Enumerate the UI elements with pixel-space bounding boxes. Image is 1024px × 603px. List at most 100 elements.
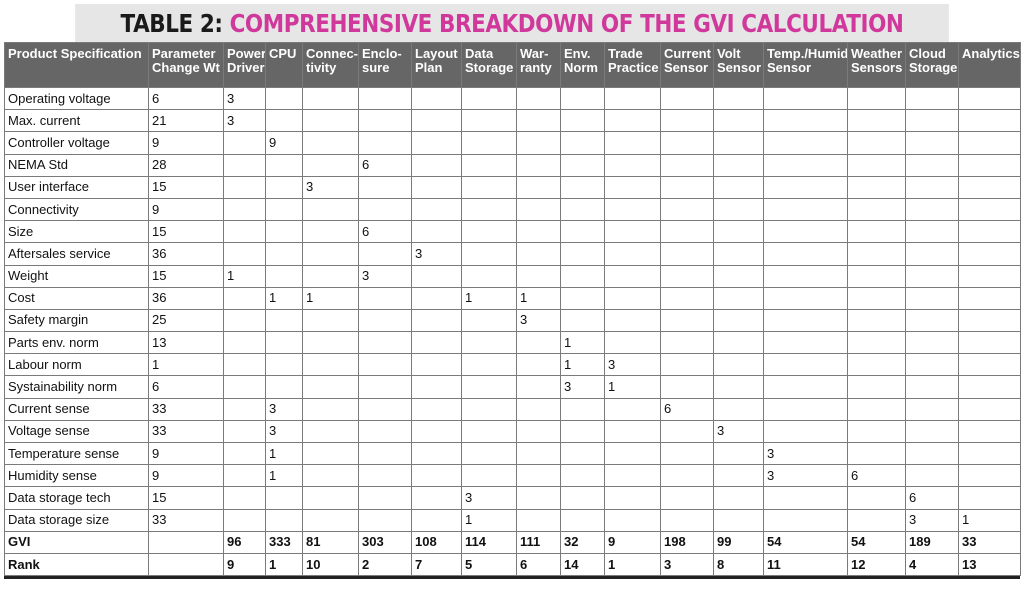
table-cell <box>847 353 906 377</box>
table-cell <box>847 264 906 288</box>
table-row: Data storage tech 15 3 6 <box>4 486 1021 510</box>
table-cell <box>905 331 959 355</box>
table-cell <box>358 397 412 421</box>
table-cell <box>713 441 764 466</box>
table-cell <box>411 486 462 510</box>
table-cell <box>223 397 266 421</box>
table-cell <box>411 331 462 355</box>
table-row: Size 15 6 <box>4 220 1021 244</box>
table-cell <box>604 486 661 510</box>
table-cell: 33 <box>148 397 224 421</box>
table-cell <box>265 353 303 377</box>
table-cell <box>302 264 359 288</box>
table-cell <box>516 331 561 355</box>
table-cell <box>461 264 517 288</box>
table-cell <box>223 131 266 155</box>
table-cell <box>958 86 1021 111</box>
table-cell <box>358 197 412 222</box>
table-cell <box>223 286 266 310</box>
table-cell <box>905 175 959 199</box>
table-cell: 28 <box>148 153 224 177</box>
table-cell <box>461 242 517 266</box>
row-label-cell: User interface <box>4 175 149 199</box>
table-cell: 303 <box>358 530 412 554</box>
table-cell <box>958 286 1021 310</box>
table-cell <box>461 109 517 133</box>
row-label-cell: Safety margin <box>4 308 149 333</box>
table-cell: 1 <box>265 464 303 488</box>
table-cell <box>461 375 517 399</box>
table-cell <box>265 242 303 266</box>
column-header: Trade Practice <box>604 42 661 88</box>
table-cell: 1 <box>958 508 1021 532</box>
table-cell: 3 <box>905 508 959 532</box>
table-row: NEMA Std 28 6 <box>4 153 1021 177</box>
table-cell <box>763 331 848 355</box>
table-cell <box>560 264 605 288</box>
table-cell <box>604 308 661 333</box>
table-cell <box>560 308 605 333</box>
table-cell <box>604 242 661 266</box>
column-header: Volt Sensor <box>713 42 764 88</box>
table-cell <box>265 220 303 244</box>
column-header: Enclo-sure <box>358 42 412 88</box>
table-cell <box>560 419 605 444</box>
table-cell <box>660 131 714 155</box>
table-cell <box>713 264 764 288</box>
table-cell <box>604 153 661 177</box>
table-cell: 81 <box>302 530 359 554</box>
table-cell <box>660 264 714 288</box>
table-cell <box>604 331 661 355</box>
table-cell <box>516 375 561 399</box>
row-label-cell: Labour norm <box>4 353 149 377</box>
table-cell: 1 <box>461 508 517 532</box>
table-cell <box>358 109 412 133</box>
table-cell <box>905 220 959 244</box>
table-cell: 96 <box>223 530 266 554</box>
table-cell <box>265 486 303 510</box>
table-title-label: TABLE 2: <box>120 8 223 38</box>
table-cell: 111 <box>516 530 561 554</box>
table-cell <box>604 264 661 288</box>
table-cell <box>763 308 848 333</box>
table-cell: 5 <box>461 552 517 577</box>
table-cell <box>516 264 561 288</box>
table-cell <box>958 464 1021 488</box>
table-cell <box>560 242 605 266</box>
table-cell <box>411 175 462 199</box>
table-cell <box>958 153 1021 177</box>
table-cell <box>847 286 906 310</box>
table-cell <box>516 441 561 466</box>
table-cell <box>713 353 764 377</box>
table-cell <box>660 308 714 333</box>
table-cell: 7 <box>411 552 462 577</box>
table-cell: 3 <box>223 86 266 111</box>
column-header: Product Specification <box>4 42 149 88</box>
table-cell <box>560 175 605 199</box>
table-cell <box>560 220 605 244</box>
table-cell <box>713 220 764 244</box>
table-cell: 1 <box>560 353 605 377</box>
table-cell <box>223 508 266 532</box>
table-cell <box>713 153 764 177</box>
column-header: War-ranty <box>516 42 561 88</box>
table-cell: 3 <box>660 552 714 577</box>
table-cell <box>516 486 561 510</box>
table-cell <box>713 464 764 488</box>
table-cell <box>148 552 224 577</box>
table-cell <box>411 375 462 399</box>
table-cell: 1 <box>516 286 561 310</box>
table-cell: 3 <box>713 419 764 444</box>
table-cell <box>958 331 1021 355</box>
table-cell <box>660 331 714 355</box>
table-cell: 189 <box>905 530 959 554</box>
table-cell <box>660 286 714 310</box>
table-cell <box>223 441 266 466</box>
table-row: Weight 15 1 3 <box>4 264 1021 288</box>
table-cell <box>411 353 462 377</box>
table-cell <box>265 508 303 532</box>
table-cell <box>958 175 1021 199</box>
table-cell <box>516 508 561 532</box>
row-label-cell: Temperature sense <box>4 441 149 466</box>
table-cell: 9 <box>265 131 303 155</box>
